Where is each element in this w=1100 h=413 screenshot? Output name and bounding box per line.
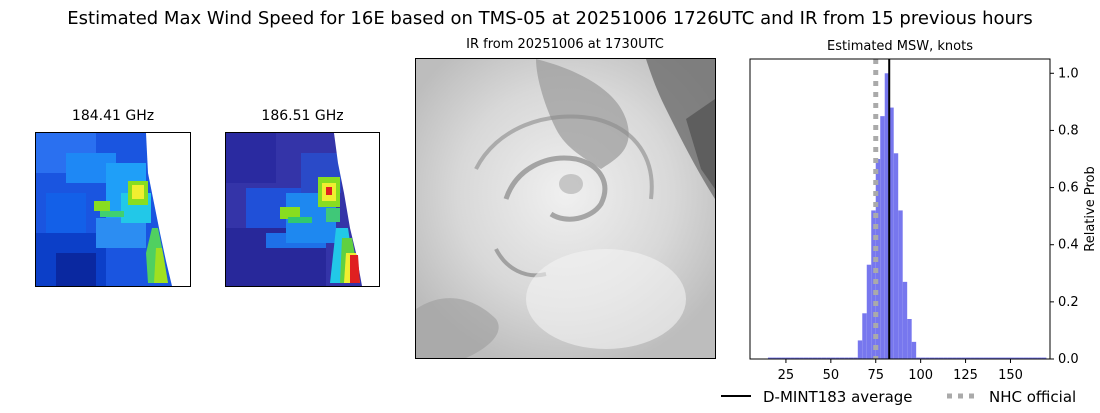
ir-title: IR from 20251006 at 1730UTC xyxy=(466,37,664,52)
x-tick-label: 150 xyxy=(998,368,1023,383)
y-axis-label: Relative Prob xyxy=(1083,166,1098,251)
x-tick-label: 75 xyxy=(867,368,884,383)
histogram-bar xyxy=(799,357,804,359)
mw2-brightness-map xyxy=(226,133,379,286)
y-tick-label: 0.8 xyxy=(1058,123,1079,138)
mw1-title: 184.41 GHz xyxy=(71,108,155,124)
ir-satellite-image xyxy=(416,59,715,358)
histogram-bar xyxy=(1010,357,1015,359)
histogram-bar xyxy=(988,357,993,359)
histogram-bar xyxy=(956,357,962,359)
plot-frame xyxy=(749,58,1051,360)
histogram-bar xyxy=(812,357,818,359)
mw1-brightness-map xyxy=(36,133,190,286)
histogram-bar xyxy=(817,357,822,359)
histogram-bar xyxy=(925,357,930,359)
histogram-bar xyxy=(884,73,890,360)
figure-title: Estimated Max Wind Speed for 16E based o… xyxy=(67,8,1033,29)
histogram-bar xyxy=(866,264,872,359)
chart-title: Estimated MSW, knots xyxy=(827,39,973,54)
histogram-bar xyxy=(943,357,948,359)
histogram-bar xyxy=(1019,357,1024,359)
histogram-bar xyxy=(794,357,800,359)
y-axis-ticks: 0.0 0.2 0.4 0.6 0.8 1.0 xyxy=(1050,66,1079,367)
x-tick-label: 25 xyxy=(778,368,795,383)
histogram-bar xyxy=(992,357,998,359)
histogram-bar xyxy=(898,210,903,359)
histogram-bar xyxy=(893,153,899,359)
histogram-bar xyxy=(803,357,809,359)
histogram-bar xyxy=(911,341,917,359)
histogram-bar xyxy=(853,357,858,359)
x-tick-label: 50 xyxy=(823,368,840,383)
histogram-bar xyxy=(862,313,867,359)
y-tick-label: 0.0 xyxy=(1058,352,1079,367)
histogram-bar xyxy=(871,210,876,359)
histogram-bar xyxy=(844,357,849,359)
histogram-bar xyxy=(934,357,939,359)
mw2-image xyxy=(225,132,380,287)
histogram-bar xyxy=(961,357,966,359)
histogram-bar xyxy=(1041,357,1047,359)
histogram-bar xyxy=(920,357,926,359)
histogram-bar xyxy=(790,357,795,359)
mw2-title: 186.51 GHz xyxy=(261,108,344,124)
histogram-bar xyxy=(947,357,953,359)
y-tick-label: 0.2 xyxy=(1058,295,1079,310)
y-tick-label: 0.6 xyxy=(1058,181,1079,196)
histogram-bar xyxy=(997,357,1002,359)
histogram-bar xyxy=(1001,357,1006,359)
histogram-bar xyxy=(772,357,777,359)
histogram-bar xyxy=(1028,357,1033,359)
histogram-bar xyxy=(1023,357,1029,359)
histogram-bar xyxy=(929,357,935,359)
histogram-bar xyxy=(880,116,885,360)
histogram-bar xyxy=(821,357,827,359)
chart-legend: D-MINT183 average NHC official xyxy=(718,386,1100,408)
mw1-image xyxy=(35,132,191,287)
histogram-bar xyxy=(965,357,971,359)
reference-lines xyxy=(873,59,891,359)
histogram-bar xyxy=(857,340,863,359)
histogram-bars xyxy=(767,73,1047,360)
histogram-bar xyxy=(983,357,989,359)
histogram-bar xyxy=(776,357,782,359)
y-tick-label: 1.0 xyxy=(1058,66,1079,81)
histogram-bar xyxy=(889,107,894,359)
x-tick-label: 125 xyxy=(953,368,978,383)
histogram-bar xyxy=(767,357,773,359)
histogram-bar xyxy=(916,357,921,359)
legend-average-label: D-MINT183 average xyxy=(763,388,913,406)
x-tick-label: 100 xyxy=(908,368,933,383)
msw-histogram-svg: Estimated MSW, knots 25 50 75 100 125 150 0.0… xyxy=(749,39,1098,383)
histogram-bar xyxy=(938,357,944,359)
histogram-bar xyxy=(830,357,836,359)
histogram-bar xyxy=(1037,357,1042,359)
histogram-bar xyxy=(979,357,984,359)
histogram-bar xyxy=(1014,357,1020,359)
histogram-bar xyxy=(785,357,791,359)
histogram-bar xyxy=(952,357,957,359)
y-tick-label: 0.4 xyxy=(1058,238,1079,253)
histogram-bar xyxy=(848,357,854,359)
histogram-bar xyxy=(839,357,845,359)
histogram-bar xyxy=(781,357,786,359)
ir-image xyxy=(415,58,716,359)
histogram-bar xyxy=(1032,357,1038,359)
histogram-bar xyxy=(1005,357,1011,359)
histogram-bar xyxy=(970,357,975,359)
histogram-bar xyxy=(808,357,813,359)
x-axis-ticks: 25 50 75 100 125 150 xyxy=(778,359,1023,383)
histogram-bar xyxy=(835,357,840,359)
msw-chart: Estimated MSW, knots 25 50 75 100 125 150 0.0… xyxy=(740,34,1100,409)
histogram-bar xyxy=(907,319,912,359)
histogram-bar xyxy=(902,281,908,359)
histogram-bar xyxy=(826,357,831,359)
histogram-bar xyxy=(974,357,980,359)
legend-official-label: NHC official xyxy=(989,388,1076,406)
